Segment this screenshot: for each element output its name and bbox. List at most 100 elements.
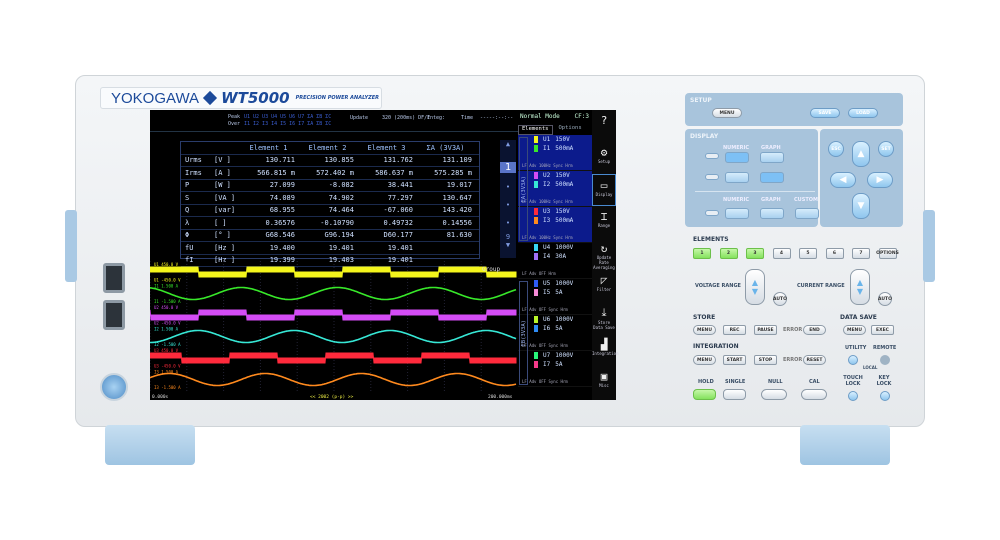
data-save-menu-button[interactable]: MENU [843, 325, 866, 335]
side-menu-item[interactable]: ⌶ Range [592, 206, 616, 238]
element-key-2[interactable]: 2 [719, 248, 738, 259]
element-key-3[interactable]: 3 [746, 248, 764, 259]
measurement-name: P [185, 181, 190, 190]
element-key-4[interactable]: 4 [772, 248, 791, 259]
display-single-button[interactable] [705, 210, 719, 216]
element-item[interactable]: U7 1000V I7 5A LF Adv OFF Sync Hrm [518, 351, 592, 387]
element-item[interactable]: U2 150V I2 500mA LF Adv 100Hz Sync Hrm [518, 171, 592, 207]
wiring-group-b[interactable]: ΣB(3V3A) [519, 281, 528, 385]
esc-button[interactable]: ESC [828, 141, 844, 157]
filter-sync-info: LF Adv OFF Sync Hrm [522, 307, 568, 312]
side-menu-item[interactable]: ↻ Update Rate Averaging [592, 238, 616, 270]
side-menu-item[interactable]: ⚙ Setup [592, 142, 616, 174]
set-button[interactable]: SET [878, 141, 894, 157]
display-graph-2-button[interactable] [760, 172, 784, 183]
display-title: DISPLAY [690, 133, 719, 140]
usb-port-1[interactable] [103, 263, 125, 293]
page-down-button[interactable]: ▼ [505, 241, 511, 249]
measurement-name: fI [185, 256, 194, 265]
power-button[interactable] [100, 373, 128, 401]
data-save-exec-button[interactable]: EXEC [871, 325, 894, 335]
side-menu-item[interactable]: ▟ Integration [592, 334, 619, 366]
integration-menu-button[interactable]: MENU [693, 355, 716, 365]
display-graph-1-button[interactable] [760, 152, 784, 163]
waveform-display: U1 450.0 V U1 -450.0 VI1 1.500 A I1 -1.500… [150, 261, 517, 400]
utility-button[interactable] [848, 355, 858, 365]
arrow-down-button[interactable]: ▼ [852, 193, 870, 219]
cf-label: CF:3 [574, 113, 589, 120]
touch-screen[interactable]: Peak Over U1 U2 U3 U4 U5 U6 U7 ΣA ΣB ΣC … [150, 110, 619, 400]
integration-error-led: ERROR [783, 357, 803, 363]
voltage-auto-button[interactable]: AUTO [773, 292, 787, 306]
color-swatch [534, 325, 538, 332]
trace-bottom-label: U1 -450.0 V [154, 278, 181, 283]
setup-menu-button[interactable]: MENU [712, 108, 742, 118]
key-lock-button[interactable] [880, 391, 890, 401]
store-menu-button[interactable]: MENU [693, 325, 716, 335]
store-end-button[interactable]: END [803, 325, 826, 335]
side-menu-item[interactable]: ▭ Display [592, 174, 616, 206]
display-numeric-2-button[interactable] [725, 172, 749, 183]
hold-label: HOLD [698, 379, 714, 385]
touch-lock-button[interactable] [848, 391, 858, 401]
integration-stop-button[interactable]: STOP [754, 355, 777, 365]
voltage-range-updown[interactable]: ▲ ▼ [745, 269, 765, 305]
wiring-group-a[interactable]: ΣA(3V3A) [519, 137, 528, 241]
side-menu-item[interactable]: ▣ Misc [592, 366, 616, 398]
display-numeric-3-button[interactable] [725, 208, 749, 219]
current-auto-button[interactable]: AUTO [878, 292, 892, 306]
element-list: U1 150V I1 500mA LF Adv 100Hz Sync Hrm U2 15… [518, 135, 592, 387]
element-item[interactable]: U4 1000V I4 30A LF Adv OFF Hrm [518, 243, 592, 279]
display-split-1-button[interactable] [705, 153, 719, 159]
display-numeric-1-button[interactable] [725, 152, 749, 163]
current-range: 5A [555, 361, 563, 368]
element-key-options[interactable]: OPTIONS [876, 248, 899, 259]
side-menu-item[interactable]: ◸ Filter [592, 270, 616, 302]
arrow-up-button[interactable]: ▲ [852, 141, 870, 167]
side-menu-item[interactable]: ⤓ Store Data Save [592, 302, 616, 334]
hold-button[interactable] [693, 389, 716, 400]
display-custom-button[interactable] [795, 208, 819, 219]
element-key-1[interactable]: 1 [693, 248, 711, 259]
element-item[interactable]: U1 150V I1 500mA LF Adv 100Hz Sync Hrm [518, 135, 592, 171]
save-button[interactable]: SAVE [810, 108, 840, 118]
tab-elements[interactable]: Elements [518, 125, 553, 135]
arrow-right-button[interactable]: ▶ [867, 172, 893, 188]
store-rec-button[interactable]: REC [723, 325, 746, 335]
element-key-6[interactable]: 6 [825, 248, 844, 259]
current-channel: I5 [543, 289, 551, 296]
element-key-7[interactable]: 7 [852, 248, 870, 259]
element-item[interactable]: U6 1000V I6 5A LF Adv OFF Sync Hrm [518, 315, 592, 351]
page-scroller[interactable]: ▲ 1 • • • 9 ▼ [500, 140, 516, 258]
tab-options[interactable]: Options [558, 125, 582, 131]
cell-value: 19.401 [387, 243, 413, 252]
cell-value: 38.441 [387, 181, 413, 190]
store-pause-button[interactable]: PAUSE [754, 325, 777, 335]
integration-start-button[interactable]: START [723, 355, 746, 365]
utility-label: UTILITY [845, 345, 867, 351]
page-up-button[interactable]: ▲ [505, 140, 511, 148]
column-header: Element 1 [249, 143, 288, 152]
single-button[interactable] [723, 389, 746, 400]
current-range-updown[interactable]: ▲ ▼ [850, 269, 870, 305]
arrow-left-button[interactable]: ◀ [830, 172, 856, 188]
element-item[interactable]: U5 1000V I5 5A LF Adv OFF Sync Hrm [518, 279, 592, 315]
voltage-channel: U2 [543, 172, 551, 179]
unit: [Hz ] [214, 256, 236, 265]
cell-value: -0.10790 [320, 218, 354, 227]
side-menu-item[interactable]: ? [592, 110, 616, 142]
display-graph-3-button[interactable] [760, 208, 784, 219]
null-button[interactable] [761, 389, 787, 400]
element-key-5[interactable]: 5 [799, 248, 817, 259]
usb-port-2[interactable] [103, 300, 125, 330]
control-panel: SETUP MENU SAVE LOAD DISPLAY NUMERIC GRA… [685, 93, 903, 413]
trace-u1 [150, 266, 517, 278]
unit: [° ] [214, 231, 231, 240]
load-button[interactable]: LOAD [848, 108, 878, 118]
current-channel: I2 [543, 181, 551, 188]
element-item[interactable]: U3 150V I3 500mA LF Adv 100Hz Sync Hrm [518, 207, 592, 243]
numeric-table: Element 1 Element 2 Element 3 ΣA (3V3A) Urms… [180, 141, 480, 267]
display-split-2-button[interactable] [705, 174, 719, 180]
cal-button[interactable] [801, 389, 827, 400]
integration-reset-button[interactable]: RESET [803, 355, 826, 365]
